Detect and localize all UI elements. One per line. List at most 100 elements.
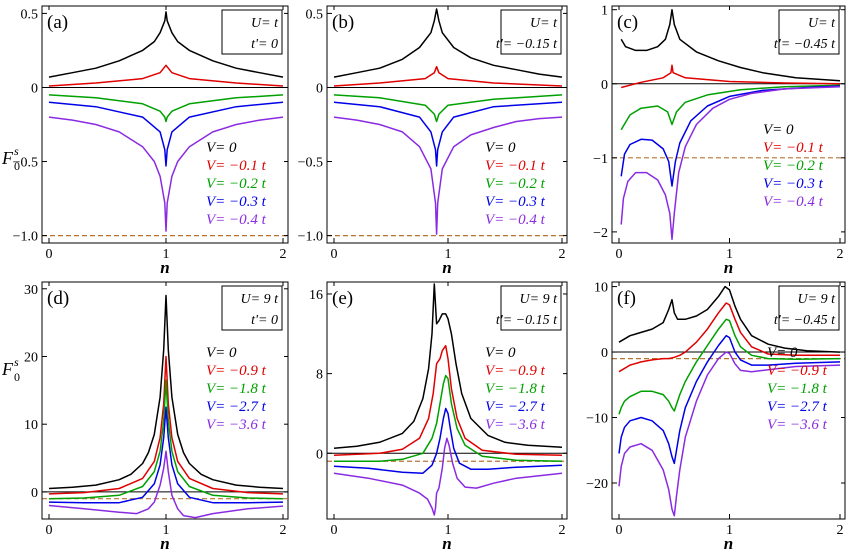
y-tick-label: −1 [593,152,608,167]
series-line-0 [620,8,841,82]
y-tick-label: −10 [586,412,608,427]
legend: V= 0 V= −0.9 t V= −1.8 t V= −2.7 t V= −3.6 t [767,345,828,433]
param-U: U= 9 t [520,292,559,307]
x-tick-label: 2 [837,247,844,262]
legend-entry-1: V= −0.1 t [485,158,546,174]
legend-entry-1: V= −0.9 t [485,363,546,379]
y-tick-label: 20 [24,350,38,365]
legend-entry-0: V= 0 [485,140,516,156]
panel-label: (d) [47,288,69,309]
y-label-sub: 0 [14,159,20,173]
y-tick-label: 0 [601,346,608,361]
series-line-4 [333,116,563,235]
plot-frame [326,281,568,520]
x-tick-label: 1 [726,523,733,538]
legend-entry-3: V= −0.3 t [485,194,546,210]
x-axis-label: n [724,258,733,277]
series-line-1 [333,344,563,457]
y-tick-label: 0 [316,447,323,462]
param-tprime: t'= −0.45 t [774,313,836,328]
x-tick-label: 0 [331,247,338,262]
series-line-0 [48,11,284,78]
series-line-2 [48,379,284,500]
series-line-3 [620,85,841,187]
legend-entry-3: V= −2.7 t [485,399,546,415]
series-line-4 [620,85,841,241]
x-tick-label: 2 [559,247,566,262]
legend-entry-1: V= −0.9 t [767,363,828,379]
legend-entry-4: V= −0.4 t [763,194,824,210]
legend-entry-2: V= −0.2 t [206,176,267,192]
series-line-4 [48,450,284,519]
y-tick-label: 30 [24,283,38,298]
legend-entry-4: V= −0.4 t [206,212,267,228]
series-line-0 [48,294,284,490]
y-tick-label: 0 [31,81,38,96]
legend: V= 0 V= −0.1 t V= −0.2 t V= −0.3 t V= −0.4 t [206,140,267,228]
legend: V= 0 V= −0.9 t V= −1.8 t V= −2.7 t V= −3.6 t [206,345,267,433]
legend-entry-2: V= −1.8 t [485,381,546,397]
param-tprime: t'= 0 [251,313,278,328]
x-tick-label: 0 [616,247,623,262]
series-line-1 [48,64,284,87]
y-tick-label: 0.5 [306,7,324,22]
y-tick-label: 1 [601,4,608,19]
y-tick-label: 0 [31,486,38,501]
x-tick-label: 1 [163,523,170,538]
x-tick-label: 0 [46,523,53,538]
param-tprime: t'= −0.15 t [496,313,558,328]
y-label-sup: s [14,144,19,158]
x-axis-label: n [160,534,169,553]
y-tick-label: 16 [309,288,323,303]
series-line-2 [618,318,841,415]
plot-frame [41,5,289,244]
y-label-main: F [1,359,14,379]
legend-entry-2: V= −0.2 t [485,176,546,192]
series-line-0 [333,283,563,450]
plot-frame [611,5,846,244]
x-tick-label: 0 [331,523,338,538]
parameter-box [500,285,562,331]
y-tick-label: 10 [24,418,38,433]
y-tick-label: 0.5 [21,7,39,22]
x-tick-label: 2 [559,523,566,538]
parameter-box [500,9,562,55]
param-tprime: t'= −0.45 t [774,37,836,52]
plot-frame [611,281,846,520]
series-line-2 [334,374,563,462]
x-axis-label: n [724,534,733,553]
series-line-1 [48,355,284,495]
legend-entry-4: V= −3.6 t [206,417,267,433]
param-U: U= t [808,16,836,31]
x-tick-label: 2 [280,523,287,538]
y-tick-label: −2 [593,226,608,241]
y-tick-label: −0.5 [298,156,323,171]
legend-entry-3: V= −2.7 t [767,399,828,415]
series-line-2 [48,94,284,123]
legend-entry-0: V= 0 [485,345,516,361]
panel-label: (c) [617,12,638,33]
y-tick-label: 10 [594,281,608,296]
legend-entry-1: V= −0.9 t [206,363,267,379]
parameter-box [221,285,283,331]
plot-frame [326,5,568,244]
legend-entry-4: V= −3.6 t [767,417,828,433]
legend-entry-1: V= −0.1 t [206,158,267,174]
legend-entry-4: V= −0.4 t [485,212,546,228]
legend: V= 0 V= −0.9 t V= −1.8 t V= −2.7 t V= −3.6 t [485,345,546,433]
series-line-3 [333,407,563,474]
x-axis-label: n [442,534,451,553]
legend-entry-2: V= −1.8 t [206,381,267,397]
panel-1: 0 1 2n0.50−0.5−1.0(b) U= tt'= −0.15 tV= 0V=… [298,5,568,277]
series-line-1 [618,302,840,373]
param-U: U= t [530,16,558,31]
x-tick-label: 2 [837,523,844,538]
param-U: U= 9 t [241,292,280,307]
x-tick-label: 2 [280,247,287,262]
parameter-box [221,9,283,55]
legend-entry-0: V= 0 [206,345,237,361]
y-axis-label: F 0s [1,144,20,173]
legend-entry-3: V= −2.7 t [206,399,267,415]
